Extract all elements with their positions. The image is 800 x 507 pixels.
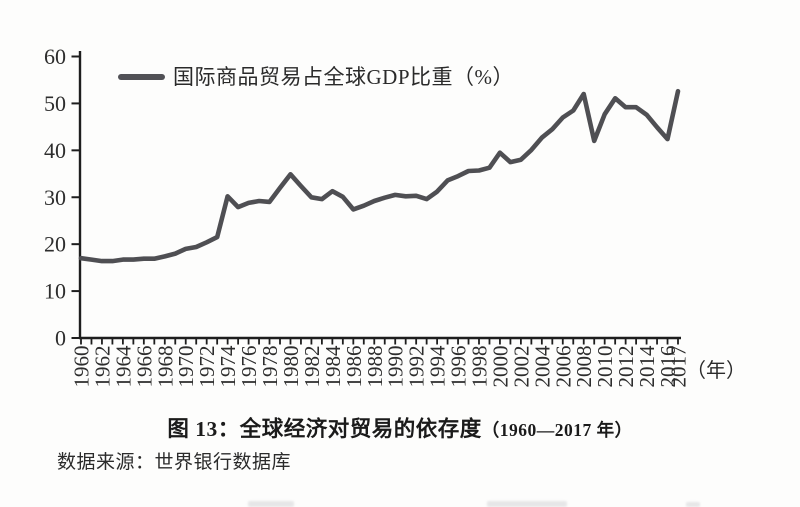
x-tick-label: 2006: [551, 346, 575, 388]
cropped-text-artifact: [487, 501, 567, 507]
y-tick-label: 60: [44, 44, 66, 69]
x-tick-label: 2010: [593, 346, 617, 388]
cropped-text-artifact: [686, 502, 700, 507]
figure-caption-title: 图 13：全球经济对贸易的依存度: [167, 417, 482, 441]
series-line-swatch: [118, 74, 165, 80]
x-tick-label: 1974: [216, 345, 240, 388]
x-tick-label: 2012: [614, 346, 638, 388]
axis-lines: [78, 51, 681, 340]
series-legend-label: 国际商品贸易占全球GDP比重（%）: [173, 65, 515, 89]
cropped-text-artifact: [248, 501, 294, 507]
y-tick-label: 30: [44, 185, 66, 210]
x-tick-label: 1968: [153, 346, 177, 388]
series-trade-share-line: [78, 88, 681, 264]
x-tick-label: 1976: [237, 346, 261, 388]
x-tick-label: 1984: [321, 345, 345, 388]
x-tick-label: 1970: [174, 346, 198, 388]
x-axis-tick-labels: 1960196219641966196819701972197419761978…: [70, 345, 691, 388]
x-tick-label: 1986: [342, 346, 366, 388]
x-tick-label: 1982: [300, 346, 324, 388]
x-tick-label: 2014: [635, 345, 659, 388]
x-tick-label: 1966: [132, 346, 156, 388]
x-tick-label: 2017: [667, 346, 691, 388]
x-tick-label: 2004: [530, 345, 554, 388]
x-tick-label: 1978: [258, 346, 282, 388]
chart-legend: 国际商品贸易占全球GDP比重（%）: [118, 64, 514, 90]
x-tick-label: 1996: [447, 346, 471, 388]
y-tick-label: 40: [44, 138, 66, 163]
x-tick-label: 2008: [572, 346, 596, 388]
y-tick-label: 20: [44, 232, 66, 257]
x-tick-label: 2002: [509, 346, 533, 388]
x-tick-label: 1980: [279, 346, 303, 388]
y-tick-label: 0: [55, 326, 66, 351]
y-axis-tick-labels: 0 10 20 30 40 50 60: [44, 44, 66, 351]
y-tick-label: 50: [44, 91, 66, 116]
figure-caption-year-range: （1960—2017 年）: [481, 420, 633, 440]
x-tick-label: 2016: [656, 346, 680, 388]
x-tick-label: 1998: [468, 346, 492, 388]
x-tick-label: 1988: [363, 346, 387, 388]
x-tick-label: 1964: [111, 345, 135, 388]
y-tick-label: 10: [44, 279, 66, 304]
y-axis-ticks: [71, 55, 80, 339]
data-source-note: 数据来源：世界银行数据库: [57, 452, 292, 473]
x-axis-ticks: [80, 338, 679, 345]
x-tick-label: 1992: [405, 346, 429, 388]
x-tick-label: 1994: [426, 345, 450, 388]
x-tick-label: 1990: [384, 346, 408, 388]
x-tick-label: 1972: [195, 346, 219, 388]
x-tick-label: 2000: [488, 346, 512, 388]
x-tick-label: 1960: [70, 346, 94, 388]
x-tick-label: 1962: [90, 346, 114, 388]
figure-caption: 图 13：全球经济对贸易的依存度（1960—2017 年）: [0, 412, 800, 443]
x-axis-unit-label: （年）: [686, 360, 746, 382]
